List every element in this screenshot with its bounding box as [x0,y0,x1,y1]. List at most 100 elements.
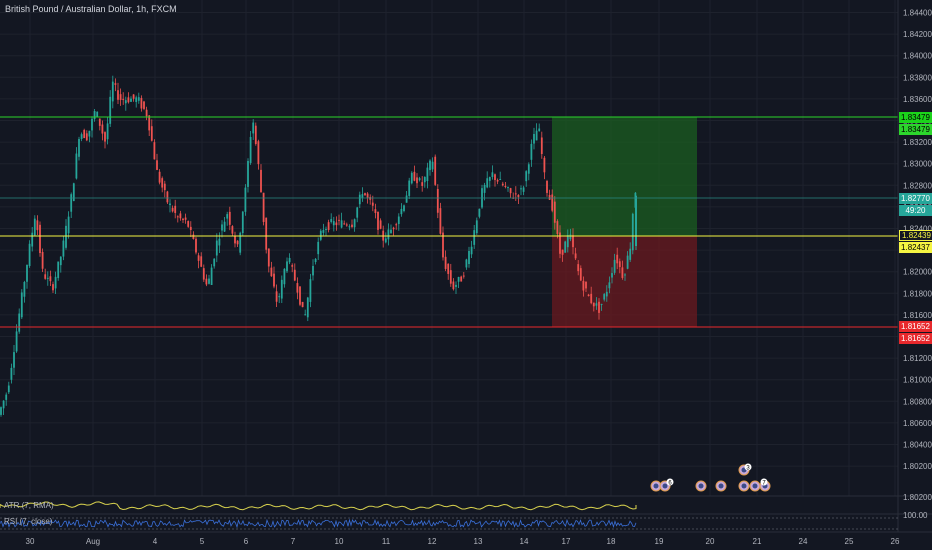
candle-body [533,133,535,144]
time-axis-label: 19 [655,537,664,546]
candle-body [538,128,541,132]
candle-body [473,230,476,245]
candle-body [501,183,504,186]
candle-body [374,209,377,213]
event-flag-icon-inner [718,483,724,489]
price-axis-label: 1.84200 [903,30,932,39]
candle-body [314,258,317,263]
candle-body [444,256,447,269]
price-axis-label: 1.84400 [903,9,932,18]
candle-body [119,94,122,100]
time-axis-label: 4 [153,537,158,546]
time-axis-label: 11 [382,537,391,546]
candle-body [384,238,387,243]
candle-body [132,94,135,99]
candle-body [267,248,270,267]
candle-body [392,227,395,230]
candle-body [457,277,460,282]
candle-body [169,203,171,206]
candle-body [338,219,340,221]
candle-body [215,240,218,256]
candle-body [421,182,424,186]
candle-body [603,294,606,300]
candle-body [543,157,546,173]
candle-body [244,187,247,212]
profit-zone[interactable] [552,117,697,236]
candle-body [449,270,452,284]
candle-body [184,217,187,220]
candle-body [101,124,104,134]
bar-countdown-tag: 49:20 [899,205,932,216]
candle-body [595,303,598,306]
atr-indicator-label[interactable]: ATR (7, RMA) [4,501,54,510]
symbol-title[interactable]: British Pound / Australian Dollar, 1h, F… [5,4,177,14]
candle-body [114,83,117,85]
time-axis-label: 25 [845,537,854,546]
candle-body [31,232,34,247]
candle-body [306,297,309,318]
candle-body [527,164,530,174]
candle-body [416,177,418,184]
price-axis-label: 1.80200 [903,462,932,471]
candle-body [205,278,208,285]
candle-body [405,195,408,203]
rsi-indicator-label[interactable]: RSI (7, close) [4,517,53,526]
candle-body [631,213,634,251]
price-axis-label: 1.84000 [903,52,932,61]
candle-body [117,90,119,100]
candle-body [475,220,478,234]
candle-body [322,229,325,233]
time-axis-label: 10 [335,537,344,546]
time-axis-label: 5 [200,537,205,546]
candle-body [395,224,398,226]
candle-body [7,385,10,393]
loss-zone[interactable] [552,236,697,327]
candle-body [514,193,517,195]
candle-body [288,257,291,263]
time-axis-label: 7 [291,537,296,546]
candle-body [221,224,223,231]
candle-body [345,224,348,226]
entry-price-tag-2: 1.82437 [899,242,932,253]
candle-body [28,243,31,267]
candle-body [130,98,132,102]
event-count-badge [744,463,752,471]
candle-body [249,136,252,163]
candle-body [429,160,431,171]
candle-body [605,291,608,297]
candle-body [499,178,502,180]
candle-body [218,238,221,246]
candle-body [486,178,489,188]
candle-body [23,281,26,297]
candle-body [566,235,569,248]
candle-body [150,126,153,141]
candle-body [70,194,73,212]
candle-body [202,268,205,280]
candle-body [548,194,551,200]
candle-body [13,352,15,368]
candle-body [377,211,379,230]
rsi-axis-label: 100.00 [903,511,928,520]
candle-body [530,143,533,160]
candle-body [330,219,333,222]
candle-body [96,111,99,117]
candle-body [460,276,463,282]
candle-body [265,217,268,250]
candle-body [275,291,278,302]
candle-body [291,265,294,267]
candle-body [624,274,626,276]
price-axis-label: 1.82000 [903,268,932,277]
candle-body [507,187,509,189]
event-count-text: 6 [668,481,672,487]
candle-body [195,238,197,253]
candle-body [522,187,525,192]
candle-body [309,279,312,302]
candle-body [525,171,528,182]
candle-body [327,222,330,230]
price-axis-label: 1.80600 [903,419,932,428]
candle-body [83,129,86,139]
candle-body [252,122,255,134]
candle-body [247,160,249,187]
candle-body [582,280,585,291]
